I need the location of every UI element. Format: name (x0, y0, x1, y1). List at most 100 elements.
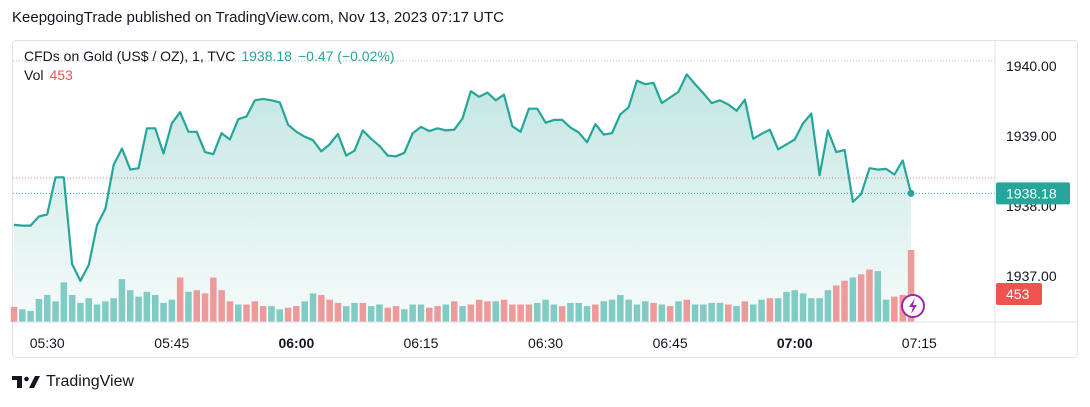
time-tick-label: 06:15 (403, 335, 438, 351)
volume-bar (68, 295, 76, 322)
volume-bar (44, 295, 51, 322)
volume-bar (284, 307, 292, 322)
volume-bar (451, 301, 458, 322)
volume-bar (160, 302, 167, 322)
time-tick-label: 06:45 (653, 335, 688, 351)
legend-change: −0.47 (−0.02%) (297, 48, 395, 64)
volume-bar (417, 304, 425, 322)
volume-bar (841, 280, 848, 322)
time-tick-label: 07:15 (902, 335, 937, 351)
volume-bar (77, 302, 84, 322)
volume-bar (35, 299, 43, 322)
volume-bar (185, 291, 192, 322)
volume-bar (309, 293, 317, 322)
volume-bar (193, 290, 200, 322)
volume-bar (359, 302, 367, 322)
volume-bar (118, 279, 126, 322)
legend-volume-label[interactable]: Vol (24, 67, 44, 83)
volume-bar (318, 295, 325, 322)
volume-bar (733, 306, 740, 322)
volume-bar (558, 306, 566, 322)
volume-bar (334, 302, 342, 322)
volume-bar (475, 299, 483, 322)
volume-bar (633, 304, 641, 322)
volume-bar (725, 304, 732, 322)
volume-bar (235, 304, 242, 322)
volume-bar (882, 299, 890, 322)
time-tick-label: 06:30 (528, 335, 563, 351)
volume-bar (19, 309, 26, 322)
volume-bar (110, 298, 117, 322)
volume-bar (384, 307, 391, 322)
volume-bar (783, 291, 790, 322)
volume-bar (907, 250, 915, 322)
volume-bar (617, 295, 624, 322)
volume-bar (484, 301, 491, 322)
volume-bar (143, 291, 151, 322)
lightning-icon[interactable] (901, 294, 925, 318)
volume-bar (102, 301, 109, 322)
volume-bar (509, 304, 516, 322)
volume-bar (367, 306, 375, 322)
volume-bar (168, 299, 176, 322)
time-tick-label: 05:30 (30, 335, 65, 351)
volume-bar (824, 290, 832, 322)
volume-bar (176, 277, 184, 322)
volume-bar (799, 293, 807, 322)
volume-bar (700, 304, 707, 322)
volume-bar (808, 298, 815, 322)
volume-bar (650, 302, 657, 322)
volume-bar (401, 309, 408, 322)
volume-bar (52, 301, 59, 322)
volume-bar (550, 304, 558, 322)
volume-bar (567, 302, 574, 322)
volume-bar (426, 307, 433, 322)
footer-brand[interactable]: TradingView (12, 373, 134, 391)
volume-bar (467, 304, 475, 322)
last-volume-badge-label: 453 (1006, 286, 1030, 302)
volume-bar (658, 304, 666, 322)
volume-bar (791, 290, 798, 322)
volume-bar (60, 282, 68, 322)
volume-bar (766, 298, 774, 322)
volume-bar (874, 271, 881, 322)
volume-bar (708, 302, 715, 322)
volume-bar (376, 304, 383, 322)
time-tick-label: 06:00 (278, 335, 314, 351)
volume-bar (666, 306, 674, 322)
legend-price: 1938.18 (241, 48, 292, 64)
legend-volume-value: 453 (49, 67, 73, 83)
volume-bar (10, 306, 18, 322)
volume-bar (226, 301, 234, 322)
volume-bar (849, 277, 857, 322)
volume-bar (243, 304, 250, 322)
volume-bar (816, 298, 823, 322)
volume-bar (575, 302, 582, 322)
volume-bar (592, 304, 599, 322)
volume-bar (85, 298, 92, 322)
volume-bar (135, 296, 142, 322)
volume-bar (683, 299, 690, 322)
volume-bar (259, 306, 267, 322)
volume-bar (525, 304, 533, 322)
footer-brand-label: TradingView (46, 373, 135, 390)
volume-bar (758, 299, 765, 322)
volume-bar (201, 293, 209, 322)
legend-symbol[interactable]: CFDs on Gold (US$ / OZ), 1, TVC (24, 48, 236, 64)
volume-bar (866, 269, 873, 322)
volume-bar (301, 301, 308, 322)
last-price-badge-label: 1938.18 (1006, 185, 1057, 201)
volume-bar (492, 301, 499, 322)
volume-bar (127, 290, 134, 322)
volume-bar (500, 299, 508, 322)
tradingview-logo-icon (12, 376, 40, 388)
volume-bar (93, 304, 101, 322)
volume-bar (716, 302, 724, 322)
volume-bar (218, 290, 225, 322)
price-tick-label: 1940.00 (1006, 58, 1057, 74)
volume-bar (625, 299, 632, 322)
chart-frame[interactable] (12, 40, 1078, 358)
volume-bar (343, 306, 350, 322)
volume-bar (293, 306, 300, 322)
